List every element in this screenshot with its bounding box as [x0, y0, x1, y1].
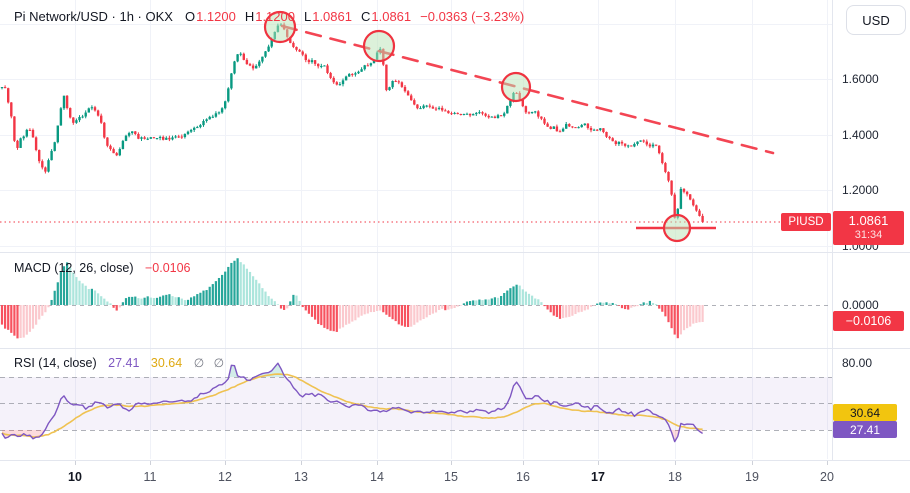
- rsi-80-tick: 80.00: [842, 356, 873, 370]
- change-value: −0.0363 (−3.23%): [420, 9, 525, 24]
- rsi-value: 27.41: [108, 356, 140, 370]
- bar-countdown: 31:34: [854, 229, 883, 242]
- close-value: 1.0861: [371, 9, 412, 24]
- close-key: C: [360, 9, 371, 24]
- last-price-badge: 1.0861 31:34: [833, 211, 904, 245]
- time-label: 13: [294, 470, 308, 484]
- time-tick: [827, 461, 828, 465]
- low-value: 1.0861: [312, 9, 352, 24]
- currency-toggle-button[interactable]: USD: [846, 5, 906, 35]
- price-tick-1-6: 1.6000: [842, 72, 879, 86]
- rsi-ma-badge: 30.64: [833, 404, 897, 421]
- price-tick-1-4: 1.4000: [842, 128, 879, 142]
- time-label: 19: [745, 470, 759, 484]
- high-key: H: [244, 9, 255, 24]
- empty-set-icon: ∅: [213, 356, 225, 370]
- rsi-title: RSI (14, close): [14, 356, 97, 370]
- macd-value: −0.0106: [144, 261, 191, 275]
- price-tick-1-2: 1.2000: [842, 183, 879, 197]
- time-label: 11: [143, 470, 157, 484]
- rsi-last-badge: 27.41: [833, 421, 897, 438]
- rsi-plot: [1, 362, 703, 443]
- time-tick: [451, 461, 452, 465]
- symbol-price-label: PIUSD: [781, 213, 831, 231]
- time-tick: [377, 461, 378, 465]
- empty-set-icon: ∅: [193, 356, 205, 370]
- time-label: 18: [668, 470, 682, 484]
- candles: [0, 22, 704, 223]
- open-key: O: [184, 9, 196, 24]
- macd-zero-tick: 0.0000: [842, 298, 879, 312]
- last-price-value: 1.0861: [848, 213, 889, 228]
- time-label: 15: [444, 470, 458, 484]
- rsi-ma-value: 30.64: [150, 356, 183, 370]
- symbol-title: Pi Network/USD · 1h · OKX: [14, 9, 173, 24]
- macd-histogram: [0, 258, 704, 339]
- time-tick: [225, 461, 226, 465]
- open-value: 1.1200: [196, 9, 236, 24]
- gridlines: [0, 0, 832, 459]
- time-label: 14: [370, 470, 384, 484]
- time-tick: [598, 461, 599, 465]
- time-label: 20: [820, 470, 834, 484]
- time-label: 16: [516, 470, 530, 484]
- rsi-legend[interactable]: RSI (14, close) 27.41 30.64 ∅ ∅: [14, 356, 230, 370]
- time-tick: [75, 461, 76, 465]
- time-tick: [150, 461, 151, 465]
- time-label: 12: [218, 470, 232, 484]
- time-label: 10: [68, 470, 82, 484]
- time-tick: [752, 461, 753, 465]
- time-axis[interactable]: 10 11 12 13 14 15 16 17 18 19 20: [0, 460, 910, 493]
- high-value: 1.1200: [255, 9, 295, 24]
- macd-title: MACD (12, 26, close): [14, 261, 134, 275]
- time-tick: [301, 461, 302, 465]
- macd-legend[interactable]: MACD (12, 26, close) −0.0106: [14, 261, 191, 275]
- time-tick: [675, 461, 676, 465]
- time-label: 17: [591, 470, 605, 484]
- low-key: L: [303, 9, 312, 24]
- macd-badge: −0.0106: [833, 311, 904, 331]
- time-tick: [523, 461, 524, 465]
- symbol-legend[interactable]: Pi Network/USD · 1h · OKX O 1.1200 H 1.1…: [14, 9, 524, 24]
